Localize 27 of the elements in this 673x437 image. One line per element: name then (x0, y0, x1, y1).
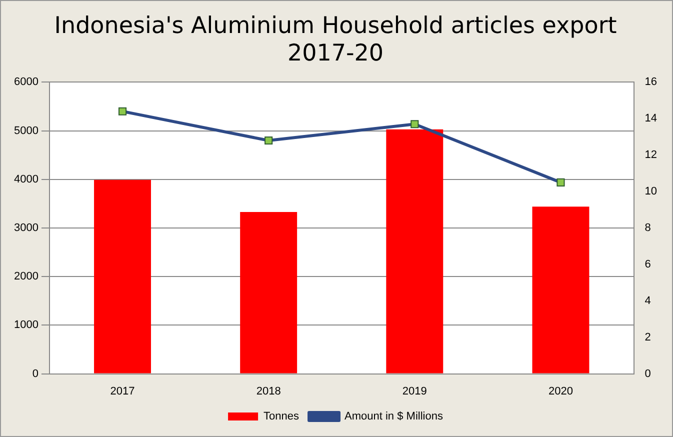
bar (240, 212, 298, 374)
bar (532, 206, 590, 374)
y2-tick-label: 6 (644, 258, 651, 270)
y2-tick-label: 2 (644, 331, 651, 344)
y2-tick-label: 10 (644, 186, 658, 198)
y2-tick-label: 4 (644, 294, 651, 307)
legend-label: Tonnes (264, 410, 300, 423)
y-tick-label: 0 (32, 368, 38, 380)
y-tick-label: 5000 (14, 124, 38, 137)
y2-tick-label: 0 (644, 368, 651, 380)
x-tick-label: 2019 (402, 385, 427, 398)
legend-label: Amount in $ Millions (344, 410, 444, 423)
x-tick-label: 2017 (110, 385, 135, 398)
bar (94, 180, 151, 374)
y-tick-label: 1000 (14, 319, 38, 332)
y-tick-label: 3000 (14, 222, 38, 234)
y-tick-label: 6000 (14, 76, 38, 88)
x-tick-label: 2018 (256, 385, 281, 398)
y-tick-label: 4000 (14, 173, 38, 186)
y2-tick-label: 8 (644, 222, 651, 234)
chart-title: Indonesia's Aluminium Household articles export 2017-20 (54, 12, 617, 66)
y-tick-label: 2000 (14, 270, 38, 283)
y2-tick-label: 16 (644, 76, 658, 88)
y2-tick-label: 14 (644, 112, 658, 125)
bar (386, 129, 444, 374)
y2-tick-label: 12 (644, 149, 658, 162)
x-tick-label: 2020 (548, 385, 573, 398)
